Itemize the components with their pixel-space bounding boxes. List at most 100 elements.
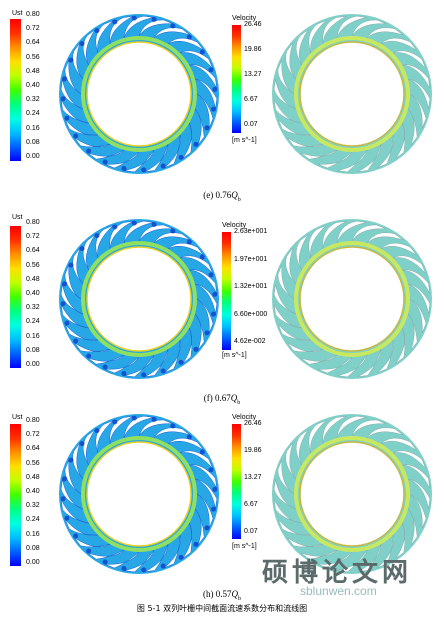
blade bbox=[194, 313, 205, 351]
blade bbox=[138, 419, 174, 437]
blade bbox=[278, 324, 312, 341]
inner-band bbox=[294, 436, 410, 552]
ust-tick-label: 0.72 bbox=[26, 233, 40, 241]
ust-colorbar bbox=[10, 226, 21, 368]
blade bbox=[285, 442, 297, 480]
blade bbox=[278, 519, 312, 536]
velocity-tick-label: 2.63e+001 bbox=[234, 228, 268, 235]
blade bbox=[285, 42, 297, 80]
blade bbox=[409, 93, 427, 129]
blade bbox=[65, 324, 99, 341]
velocity-unit: [m s^-1] bbox=[232, 137, 257, 144]
blade bbox=[287, 537, 324, 548]
ust-contour-ring bbox=[59, 14, 219, 174]
blade bbox=[273, 479, 297, 510]
blade bbox=[337, 149, 368, 173]
low-value-patch bbox=[151, 222, 157, 228]
ust-tick-label: 0.00 bbox=[26, 153, 40, 160]
blade bbox=[65, 519, 99, 536]
ust-tick-label: 0.40 bbox=[26, 488, 40, 495]
blade bbox=[277, 264, 295, 300]
low-value-patch bbox=[94, 233, 100, 239]
blade bbox=[95, 225, 114, 259]
blade bbox=[380, 242, 417, 256]
low-value-patch bbox=[151, 17, 157, 23]
ring-hole bbox=[86, 41, 192, 147]
low-value-patch bbox=[208, 272, 214, 278]
blade bbox=[357, 544, 382, 573]
blade bbox=[153, 427, 191, 439]
blade bbox=[317, 356, 353, 374]
blade bbox=[164, 134, 181, 168]
blade bbox=[409, 298, 427, 334]
low-value-patch bbox=[178, 554, 184, 560]
blade bbox=[82, 429, 96, 466]
low-value-patch bbox=[160, 563, 166, 569]
low-value-patch bbox=[193, 541, 199, 547]
low-value-patch bbox=[131, 15, 137, 21]
blade bbox=[138, 19, 174, 37]
ust-tick-label: 0.48 bbox=[26, 473, 40, 481]
low-value-patch bbox=[199, 449, 205, 455]
blade bbox=[377, 534, 394, 568]
low-value-patch bbox=[141, 372, 147, 378]
ust-tick-label: 0.00 bbox=[26, 361, 40, 368]
ust-tick-label: 0.08 bbox=[26, 138, 40, 146]
ust-colorbar bbox=[10, 424, 21, 566]
low-value-patch bbox=[64, 515, 70, 521]
low-value-patch bbox=[199, 254, 205, 260]
blade bbox=[60, 79, 84, 110]
low-value-patch bbox=[62, 476, 68, 482]
blade bbox=[179, 450, 213, 469]
blade bbox=[285, 247, 297, 285]
blade bbox=[64, 264, 82, 300]
ust-tick-label: 0.80 bbox=[26, 219, 40, 226]
low-value-patch bbox=[204, 125, 210, 131]
velocity-tick-label: 4.62e-002 bbox=[234, 338, 266, 345]
ust-contour-ring bbox=[59, 414, 219, 574]
blade bbox=[395, 327, 406, 364]
blade bbox=[337, 354, 368, 378]
blade bbox=[87, 549, 125, 560]
low-value-patch bbox=[102, 559, 108, 565]
blade bbox=[287, 137, 324, 148]
low-value-patch bbox=[102, 364, 108, 370]
ust-tick-label: 0.56 bbox=[26, 53, 40, 61]
blade bbox=[164, 534, 181, 568]
blade bbox=[72, 247, 84, 285]
ust-tick-label: 0.32 bbox=[26, 96, 40, 104]
blade bbox=[104, 151, 140, 169]
blade bbox=[366, 232, 404, 244]
low-value-patch bbox=[160, 163, 166, 169]
ust-colorbar bbox=[10, 19, 21, 161]
low-value-patch bbox=[121, 565, 127, 571]
low-value-patch bbox=[60, 96, 66, 102]
blade bbox=[273, 284, 297, 315]
blade bbox=[357, 144, 382, 173]
blade bbox=[273, 499, 302, 524]
velocity-tick-label: 1.97e+001 bbox=[234, 255, 268, 263]
blade bbox=[87, 354, 125, 365]
streamline-ring bbox=[272, 14, 432, 174]
low-value-patch bbox=[186, 34, 192, 40]
ust-tick-label: 0.24 bbox=[26, 318, 40, 326]
low-value-patch bbox=[212, 291, 218, 297]
blade bbox=[377, 134, 394, 168]
low-value-patch bbox=[131, 415, 137, 421]
blade bbox=[74, 342, 111, 353]
blade bbox=[179, 50, 213, 69]
ust-tick-label: 0.64 bbox=[26, 445, 40, 453]
blade bbox=[60, 479, 84, 510]
blade bbox=[351, 224, 387, 242]
blade bbox=[65, 119, 99, 136]
low-value-patch bbox=[170, 228, 176, 234]
low-value-patch bbox=[79, 41, 85, 47]
ust-legend-title: Ust bbox=[12, 214, 23, 221]
velocity-colorbar bbox=[232, 424, 241, 539]
blade bbox=[60, 99, 89, 124]
blade bbox=[277, 59, 295, 95]
blade bbox=[196, 93, 214, 129]
blade bbox=[82, 234, 96, 271]
blade bbox=[104, 356, 140, 374]
ust-tick-label: 0.56 bbox=[26, 261, 40, 269]
